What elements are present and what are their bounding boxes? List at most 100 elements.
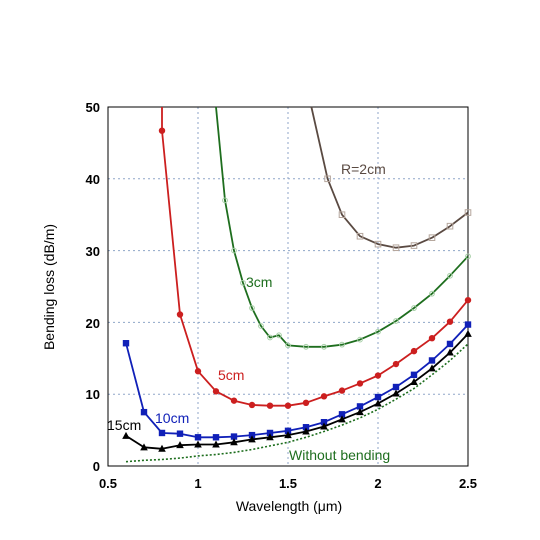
data-point — [230, 433, 238, 440]
data-point — [266, 429, 274, 437]
y-tick-label: 0 — [93, 459, 100, 474]
data-point — [446, 348, 454, 356]
data-point — [374, 240, 382, 248]
data-point — [356, 380, 364, 387]
data-point — [464, 321, 472, 328]
data-point — [428, 364, 436, 372]
data-point — [374, 399, 382, 407]
data-point — [212, 388, 220, 395]
data-point — [464, 209, 472, 216]
series-label-r2: R=2cm — [341, 161, 386, 177]
data-point — [231, 247, 237, 254]
series-label-5cm: 5cm — [218, 367, 244, 383]
data-point — [302, 399, 310, 407]
data-point — [212, 434, 220, 441]
y-tick-label: 40 — [86, 172, 100, 187]
data-point — [248, 431, 256, 439]
data-point — [410, 377, 418, 385]
data-point — [446, 222, 454, 230]
series-line — [161, 107, 469, 407]
x-tick-label: 1 — [194, 476, 201, 491]
data-point — [464, 296, 472, 304]
grid — [108, 107, 468, 466]
data-point — [284, 402, 292, 409]
series-line — [215, 106, 469, 348]
data-point — [447, 272, 453, 279]
data-point — [176, 430, 184, 437]
x-tick-label: 2.5 — [459, 476, 477, 491]
data-point — [230, 397, 238, 404]
x-tick-label: 2 — [374, 476, 381, 491]
data-point — [428, 357, 436, 364]
x-tick-label: 0.5 — [99, 476, 117, 491]
data-point — [230, 438, 238, 446]
data-point — [429, 290, 435, 297]
series-label-3cm: 3cm — [246, 274, 272, 290]
data-point — [392, 360, 400, 368]
data-point — [122, 431, 130, 439]
data-point — [324, 175, 331, 183]
data-point — [446, 340, 454, 348]
data-point — [338, 211, 346, 218]
data-point — [357, 336, 363, 343]
data-point — [176, 441, 184, 449]
data-point — [320, 422, 328, 430]
data-point — [302, 427, 310, 435]
data-point — [267, 334, 273, 341]
data-point — [248, 435, 256, 443]
series-label-without-bending: Without bending — [289, 447, 390, 463]
plot-frame — [107, 106, 469, 467]
data-point — [392, 383, 400, 391]
data-point — [194, 368, 202, 375]
data-point — [122, 340, 130, 347]
data-point — [258, 323, 264, 329]
series-line — [310, 106, 469, 249]
series-label-10cm: 10cm — [155, 410, 189, 426]
y-tick-label: 20 — [86, 316, 100, 331]
data-point — [158, 127, 166, 134]
data-point — [140, 408, 148, 416]
data-point — [375, 328, 381, 335]
data-point — [285, 342, 291, 349]
data-point — [321, 343, 327, 350]
data-point — [266, 433, 274, 441]
y-tick-label: 30 — [86, 244, 100, 259]
data-point — [410, 347, 418, 355]
data-point — [339, 341, 345, 348]
tick-labels: 0.5 1 1.5 2 2.5 0 10 20 30 40 50 — [86, 100, 478, 491]
data-point — [356, 403, 364, 410]
data-point — [222, 197, 228, 204]
series-1 — [215, 106, 471, 350]
data-point — [158, 429, 166, 437]
data-point — [374, 372, 382, 379]
series-line — [125, 343, 469, 463]
y-tick-label: 10 — [86, 387, 100, 402]
data-point — [374, 393, 382, 401]
data-point — [428, 334, 436, 342]
data-point — [465, 253, 471, 260]
data-point — [446, 318, 454, 325]
data-point — [194, 434, 202, 441]
data-point — [140, 443, 148, 451]
data-point — [249, 305, 255, 311]
data-point — [410, 371, 418, 379]
data-point — [248, 401, 256, 409]
y-tick-label: 50 — [86, 100, 100, 115]
series-2 — [158, 107, 472, 409]
series-4 — [122, 329, 472, 452]
series-5 — [125, 343, 469, 463]
data-point — [302, 424, 310, 431]
data-point — [393, 318, 399, 324]
y-axis-title: Bending loss (dB/m) — [41, 224, 57, 350]
data-point — [212, 440, 220, 448]
data-point — [284, 427, 292, 435]
series-3 — [122, 321, 472, 441]
data-point — [464, 329, 472, 337]
series-0 — [310, 106, 472, 252]
data-point — [303, 343, 309, 350]
data-point — [276, 332, 282, 339]
data-point — [338, 415, 346, 423]
data-point — [266, 402, 274, 409]
series-layer — [122, 106, 472, 463]
